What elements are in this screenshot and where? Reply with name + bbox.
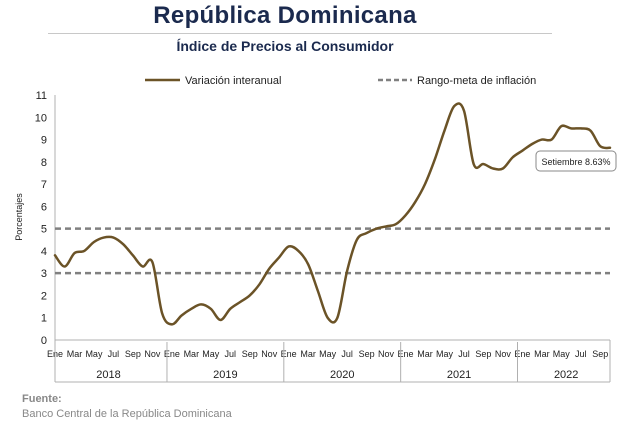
year-label: 2018 xyxy=(96,369,120,381)
x-tick-label: May xyxy=(553,349,571,359)
x-tick-label: May xyxy=(85,349,103,359)
y-axis-label: Porcentajes xyxy=(14,193,24,241)
page-title: República Dominicana xyxy=(153,2,417,29)
x-tick-label: Mar xyxy=(300,349,316,359)
x-tick-label: Ene xyxy=(398,349,414,359)
x-tick-label: Jul xyxy=(341,349,353,359)
september-annotation: Setiembre 8.63% xyxy=(535,150,617,172)
x-tick-label: Nov xyxy=(495,349,512,359)
legend-target-label: Rango-meta de inflación xyxy=(417,75,536,87)
y-tick-label: 3 xyxy=(41,268,47,280)
y-tick-labels: 0 1 2 3 4 5 6 7 8 9 10 11 xyxy=(35,90,47,347)
chart-legend: Variación interanual Rango-meta de infla… xyxy=(145,75,536,87)
y-tick-label: 7 xyxy=(41,179,47,191)
x-tick-label: May xyxy=(202,349,220,359)
source-text: Banco Central de la República Dominicana xyxy=(22,408,232,420)
y-tick-label: 5 xyxy=(41,224,47,236)
y-tick-label: 10 xyxy=(35,112,47,124)
y-tick-label: 9 xyxy=(41,135,47,147)
y-tick-label: 2 xyxy=(41,290,47,302)
x-tick-label: Sep xyxy=(359,349,375,359)
year-label: 2021 xyxy=(447,369,471,381)
x-tick-label: Mar xyxy=(417,349,433,359)
year-label: 2022 xyxy=(554,369,578,381)
x-tick-label: Sep xyxy=(242,349,258,359)
series-line-variacion-interanual xyxy=(53,102,612,326)
year-label: 2019 xyxy=(213,369,237,381)
series-group xyxy=(53,102,612,326)
x-tick-label: May xyxy=(319,349,337,359)
x-tick-label: Jul xyxy=(458,349,470,359)
y-tick-label: 11 xyxy=(36,90,47,102)
x-tick-label: Nov xyxy=(378,349,395,359)
x-tick-label: Jul xyxy=(225,349,237,359)
x-tick-label: Sep xyxy=(592,349,608,359)
y-tick-label: 4 xyxy=(41,246,47,258)
x-tick-label: Mar xyxy=(184,349,200,359)
x-tick-label: May xyxy=(436,349,454,359)
legend-series-label: Variación interanual xyxy=(185,75,281,87)
x-tick-label: Sep xyxy=(125,349,141,359)
x-tick-label: Jul xyxy=(575,349,587,359)
x-tick-label: Jul xyxy=(108,349,120,359)
title-divider xyxy=(48,33,552,34)
x-tick-label: Mar xyxy=(67,349,83,359)
x-tick-label: Sep xyxy=(475,349,491,359)
x-tick-label: Ene xyxy=(281,349,297,359)
target-range-lines xyxy=(55,227,610,275)
x-tick-label: Nov xyxy=(261,349,278,359)
chart-axes xyxy=(54,95,610,341)
x-tick-label: Ene xyxy=(164,349,180,359)
y-tick-label: 6 xyxy=(41,201,47,213)
x-tick-labels: Ene Mar May Jul Sep Nov Ene Mar May Jul Sep Nov Ene M… xyxy=(47,349,608,359)
x-tick-label: Mar xyxy=(534,349,550,359)
x-tick-label: Nov xyxy=(144,349,161,359)
annotation-text: Setiembre 8.63% xyxy=(541,157,610,167)
annotation-box xyxy=(535,150,617,172)
source-label: Fuente: xyxy=(22,393,62,405)
chart-subtitle: Índice de Precios al Consumidor xyxy=(176,38,394,54)
y-tick-label: 1 xyxy=(41,313,47,325)
y-tick-label: 8 xyxy=(41,157,47,169)
x-tick-label: Ene xyxy=(514,349,530,359)
year-label: 2020 xyxy=(330,369,354,381)
y-tick-label: 0 xyxy=(41,335,47,347)
year-labels: 2018 2019 2020 2021 2022 xyxy=(54,340,611,383)
